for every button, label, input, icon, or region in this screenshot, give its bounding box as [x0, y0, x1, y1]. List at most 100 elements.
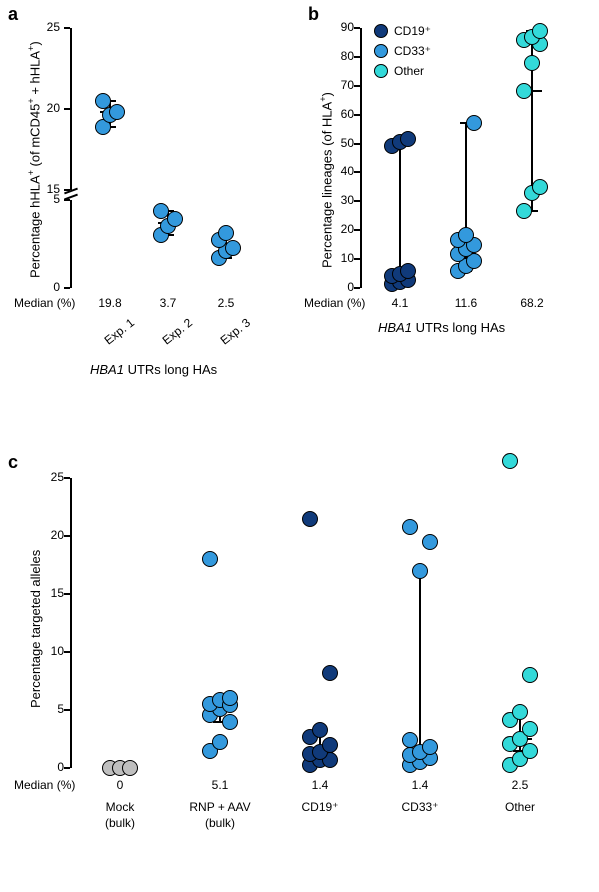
ytick	[354, 200, 360, 202]
figure-page: a 05152025Percentage hHLA+ (of mCD45+ + …	[0, 0, 599, 892]
data-point	[402, 732, 418, 748]
panel-c-yaxis	[70, 478, 72, 768]
xcat-label: Other	[505, 800, 535, 814]
legend-item: Other	[374, 64, 424, 78]
median-value: 4.1	[392, 296, 409, 310]
panel-a-yaxis-lower	[70, 200, 72, 288]
data-point	[458, 227, 474, 243]
data-point	[532, 179, 548, 195]
data-point	[422, 534, 438, 550]
ytick-label: 25	[36, 470, 64, 484]
data-point	[95, 93, 111, 109]
legend-item: CD19⁺	[374, 24, 431, 38]
ytick	[64, 477, 70, 479]
data-point	[322, 737, 338, 753]
data-point	[522, 721, 538, 737]
ytick	[64, 593, 70, 595]
data-point	[502, 453, 518, 469]
ytick	[64, 535, 70, 537]
legend-label: CD33⁺	[394, 44, 431, 58]
data-point	[400, 263, 416, 279]
median-value: 0	[117, 778, 124, 792]
data-point	[516, 203, 532, 219]
median-value: 11.6	[455, 296, 477, 310]
data-point	[524, 55, 540, 71]
ytick	[354, 114, 360, 116]
ytick	[354, 56, 360, 58]
panel-a-label: a	[8, 4, 18, 25]
median-value: 68.2	[520, 296, 543, 310]
data-point	[222, 714, 238, 730]
data-point	[466, 115, 482, 131]
panel-b-ytitle: Percentage lineages (of HLA+)	[318, 92, 334, 268]
data-point	[512, 704, 528, 720]
ytick	[354, 258, 360, 260]
median-value: 1.4	[412, 778, 429, 792]
legend-swatch-icon	[374, 24, 388, 38]
legend-label: Other	[394, 64, 424, 78]
data-point	[153, 203, 169, 219]
panel-c-ytitle: Percentage targeted alleles	[28, 550, 43, 708]
ytick	[64, 108, 70, 110]
data-point	[400, 131, 416, 147]
data-point	[167, 211, 183, 227]
data-point	[422, 739, 438, 755]
data-point	[532, 23, 548, 39]
ytick-label: 0	[36, 760, 64, 774]
ytick	[64, 27, 70, 29]
median-value: 2.5	[512, 778, 529, 792]
median-value: 2.5	[218, 296, 235, 310]
ytick	[354, 27, 360, 29]
panel-a-plot: 05152025Percentage hHLA+ (of mCD45+ + hH…	[70, 20, 280, 320]
ytick	[64, 287, 70, 289]
data-point	[202, 551, 218, 567]
median-value: 1.4	[312, 778, 329, 792]
ytick	[64, 199, 70, 201]
panel-b-label: b	[308, 4, 319, 25]
legend-swatch-icon	[374, 64, 388, 78]
whisker	[399, 139, 401, 283]
ytick-label: 0	[30, 280, 60, 294]
legend-item: CD33⁺	[374, 44, 431, 58]
ytick	[354, 171, 360, 173]
panel-b-yaxis	[360, 28, 362, 288]
median-value: 3.7	[160, 296, 177, 310]
median-value: 19.8	[98, 296, 121, 310]
xcat-label: Exp. 1	[102, 316, 137, 348]
xcat-label: RNP + AAV	[189, 800, 250, 814]
ytick-label: 20	[36, 528, 64, 542]
panel-a-bottom-label: HBA1 UTRs long HAs	[90, 362, 217, 377]
ytick	[354, 287, 360, 289]
data-point	[122, 760, 138, 776]
ytick	[64, 189, 70, 191]
xcat-label: Exp. 3	[218, 316, 253, 348]
xcat-label: Mock	[106, 800, 135, 814]
data-point	[222, 690, 238, 706]
whisker	[419, 571, 421, 758]
ytick	[64, 709, 70, 711]
data-point	[212, 734, 228, 750]
xcat-label: CD19⁺	[301, 800, 338, 814]
ytick	[354, 85, 360, 87]
panel-a-yaxis-upper	[70, 28, 72, 190]
data-point	[302, 511, 318, 527]
panel-b-plot: 0102030405060708090Percentage lineages (…	[360, 20, 580, 320]
panel-b-bottom-label: HBA1 UTRs long HAs	[378, 320, 505, 335]
median-label: Median (%)	[304, 296, 365, 310]
ytick-label: 80	[326, 49, 354, 63]
median-label: Median (%)	[14, 296, 75, 310]
legend-label: CD19⁺	[394, 24, 431, 38]
data-point	[322, 665, 338, 681]
data-point	[522, 667, 538, 683]
panel-c-plot: 0510152025Percentage targeted allelesMed…	[70, 470, 580, 800]
ytick	[64, 767, 70, 769]
panel-a-ytitle: Percentage hHLA+ (of mCD45+ + hHLA+)	[26, 41, 42, 278]
data-point	[312, 722, 328, 738]
panel-c-label: c	[8, 452, 18, 473]
data-point	[402, 519, 418, 535]
xcat-sublabel: (bulk)	[105, 816, 135, 830]
data-point	[109, 104, 125, 120]
data-point	[412, 563, 428, 579]
data-point	[225, 240, 241, 256]
ytick-label: 70	[326, 78, 354, 92]
